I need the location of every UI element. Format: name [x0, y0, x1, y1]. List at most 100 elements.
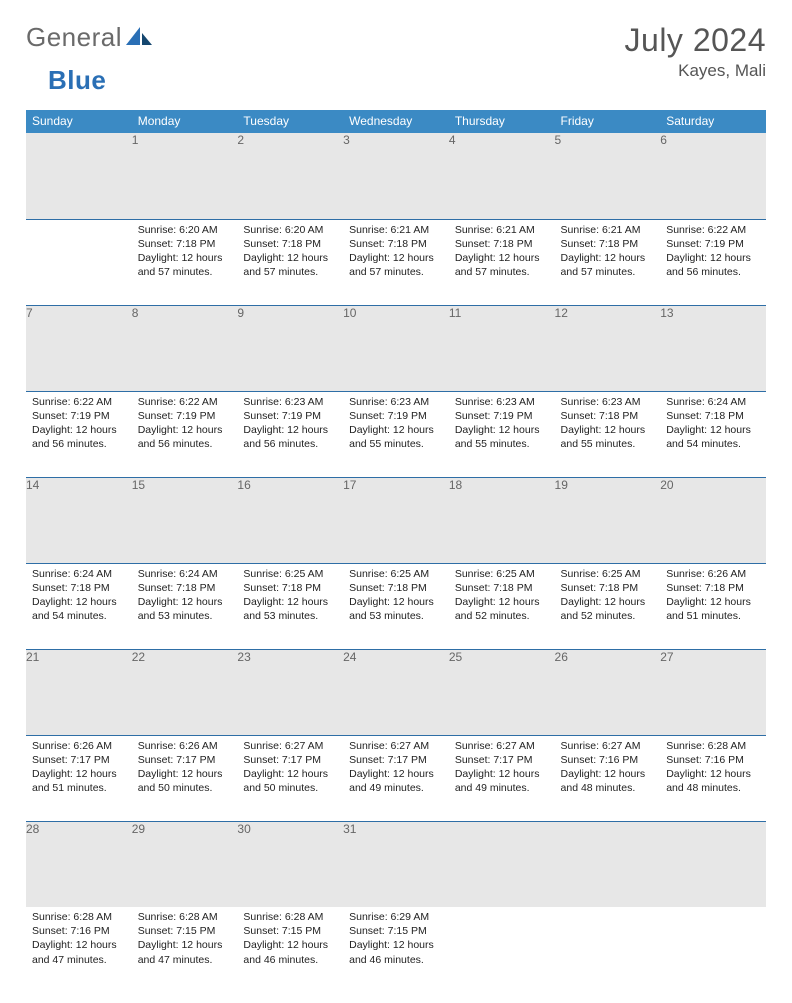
day-details: Sunrise: 6:25 AMSunset: 7:18 PMDaylight:… [449, 564, 555, 628]
col-header: Monday [132, 110, 238, 133]
day-number: 18 [449, 477, 555, 563]
day-details: Sunrise: 6:27 AMSunset: 7:16 PMDaylight:… [555, 736, 661, 800]
day-number: 29 [132, 821, 238, 907]
day-cell: Sunrise: 6:27 AMSunset: 7:16 PMDaylight:… [555, 735, 661, 821]
day-number: 16 [237, 477, 343, 563]
day-details: Sunrise: 6:23 AMSunset: 7:18 PMDaylight:… [555, 392, 661, 456]
day-cell: Sunrise: 6:23 AMSunset: 7:19 PMDaylight:… [449, 391, 555, 477]
day-number: 13 [660, 305, 766, 391]
day-number: 25 [449, 649, 555, 735]
title-month-year: July 2024 [625, 22, 766, 59]
day-number: 15 [132, 477, 238, 563]
day-details: Sunrise: 6:26 AMSunset: 7:17 PMDaylight:… [132, 736, 238, 800]
daynum-row: 21222324252627 [26, 649, 766, 735]
day-number: 30 [237, 821, 343, 907]
day-details: Sunrise: 6:25 AMSunset: 7:18 PMDaylight:… [555, 564, 661, 628]
day-number [26, 133, 132, 219]
col-header: Tuesday [237, 110, 343, 133]
day-details: Sunrise: 6:20 AMSunset: 7:18 PMDaylight:… [237, 220, 343, 284]
daynum-row: 78910111213 [26, 305, 766, 391]
day-cell: Sunrise: 6:28 AMSunset: 7:15 PMDaylight:… [237, 907, 343, 993]
day-details: Sunrise: 6:28 AMSunset: 7:16 PMDaylight:… [660, 736, 766, 800]
weekday-header-row: Sunday Monday Tuesday Wednesday Thursday… [26, 110, 766, 133]
col-header: Sunday [26, 110, 132, 133]
day-details: Sunrise: 6:22 AMSunset: 7:19 PMDaylight:… [132, 392, 238, 456]
day-details: Sunrise: 6:23 AMSunset: 7:19 PMDaylight:… [449, 392, 555, 456]
day-number [555, 821, 661, 907]
col-header: Friday [555, 110, 661, 133]
day-cell: Sunrise: 6:25 AMSunset: 7:18 PMDaylight:… [343, 563, 449, 649]
day-details: Sunrise: 6:22 AMSunset: 7:19 PMDaylight:… [660, 220, 766, 284]
day-number: 9 [237, 305, 343, 391]
day-cell: Sunrise: 6:25 AMSunset: 7:18 PMDaylight:… [237, 563, 343, 649]
day-number: 20 [660, 477, 766, 563]
day-details: Sunrise: 6:25 AMSunset: 7:18 PMDaylight:… [237, 564, 343, 628]
day-number: 28 [26, 821, 132, 907]
day-cell: Sunrise: 6:22 AMSunset: 7:19 PMDaylight:… [132, 391, 238, 477]
day-cell: Sunrise: 6:26 AMSunset: 7:17 PMDaylight:… [132, 735, 238, 821]
day-details: Sunrise: 6:23 AMSunset: 7:19 PMDaylight:… [343, 392, 449, 456]
day-details: Sunrise: 6:24 AMSunset: 7:18 PMDaylight:… [26, 564, 132, 628]
day-cell: Sunrise: 6:27 AMSunset: 7:17 PMDaylight:… [343, 735, 449, 821]
logo: General [26, 22, 154, 53]
day-body-row: Sunrise: 6:20 AMSunset: 7:18 PMDaylight:… [26, 219, 766, 305]
logo-text-blue: Blue [48, 65, 106, 96]
day-cell: Sunrise: 6:22 AMSunset: 7:19 PMDaylight:… [660, 219, 766, 305]
logo-text-general: General [26, 22, 122, 53]
day-details: Sunrise: 6:27 AMSunset: 7:17 PMDaylight:… [343, 736, 449, 800]
day-number: 24 [343, 649, 449, 735]
day-details: Sunrise: 6:24 AMSunset: 7:18 PMDaylight:… [132, 564, 238, 628]
day-number: 2 [237, 133, 343, 219]
day-details: Sunrise: 6:26 AMSunset: 7:18 PMDaylight:… [660, 564, 766, 628]
day-cell: Sunrise: 6:29 AMSunset: 7:15 PMDaylight:… [343, 907, 449, 993]
day-number: 3 [343, 133, 449, 219]
daynum-row: 123456 [26, 133, 766, 219]
day-number: 27 [660, 649, 766, 735]
day-cell: Sunrise: 6:24 AMSunset: 7:18 PMDaylight:… [660, 391, 766, 477]
day-cell: Sunrise: 6:24 AMSunset: 7:18 PMDaylight:… [132, 563, 238, 649]
day-details: Sunrise: 6:25 AMSunset: 7:18 PMDaylight:… [343, 564, 449, 628]
day-cell: Sunrise: 6:20 AMSunset: 7:18 PMDaylight:… [132, 219, 238, 305]
day-cell [26, 219, 132, 305]
day-number: 23 [237, 649, 343, 735]
day-number: 11 [449, 305, 555, 391]
daynum-row: 28293031 [26, 821, 766, 907]
day-cell: Sunrise: 6:24 AMSunset: 7:18 PMDaylight:… [26, 563, 132, 649]
day-number: 12 [555, 305, 661, 391]
calendar-week: 28293031 Sunrise: 6:28 AMSunset: 7:16 PM… [26, 821, 766, 993]
day-cell: Sunrise: 6:25 AMSunset: 7:18 PMDaylight:… [555, 563, 661, 649]
day-body-row: Sunrise: 6:28 AMSunset: 7:16 PMDaylight:… [26, 907, 766, 993]
day-cell: Sunrise: 6:26 AMSunset: 7:18 PMDaylight:… [660, 563, 766, 649]
day-details: Sunrise: 6:20 AMSunset: 7:18 PMDaylight:… [132, 220, 238, 284]
day-number [449, 821, 555, 907]
day-number: 5 [555, 133, 661, 219]
day-number: 14 [26, 477, 132, 563]
col-header: Wednesday [343, 110, 449, 133]
day-number: 7 [26, 305, 132, 391]
day-cell: Sunrise: 6:26 AMSunset: 7:17 PMDaylight:… [26, 735, 132, 821]
calendar-week: 123456Sunrise: 6:20 AMSunset: 7:18 PMDay… [26, 133, 766, 305]
day-cell: Sunrise: 6:22 AMSunset: 7:19 PMDaylight:… [26, 391, 132, 477]
day-details: Sunrise: 6:28 AMSunset: 7:15 PMDaylight:… [237, 907, 343, 971]
day-number: 8 [132, 305, 238, 391]
calendar-week: 14151617181920Sunrise: 6:24 AMSunset: 7:… [26, 477, 766, 649]
day-number: 22 [132, 649, 238, 735]
day-cell: Sunrise: 6:20 AMSunset: 7:18 PMDaylight:… [237, 219, 343, 305]
day-number: 1 [132, 133, 238, 219]
day-number: 10 [343, 305, 449, 391]
day-number: 31 [343, 821, 449, 907]
day-number: 4 [449, 133, 555, 219]
day-details: Sunrise: 6:26 AMSunset: 7:17 PMDaylight:… [26, 736, 132, 800]
day-details: Sunrise: 6:21 AMSunset: 7:18 PMDaylight:… [555, 220, 661, 284]
day-cell [660, 907, 766, 993]
day-details: Sunrise: 6:28 AMSunset: 7:15 PMDaylight:… [132, 907, 238, 971]
day-cell: Sunrise: 6:23 AMSunset: 7:18 PMDaylight:… [555, 391, 661, 477]
day-details: Sunrise: 6:24 AMSunset: 7:18 PMDaylight:… [660, 392, 766, 456]
day-cell [555, 907, 661, 993]
day-body-row: Sunrise: 6:26 AMSunset: 7:17 PMDaylight:… [26, 735, 766, 821]
day-number: 21 [26, 649, 132, 735]
day-details: Sunrise: 6:23 AMSunset: 7:19 PMDaylight:… [237, 392, 343, 456]
day-cell: Sunrise: 6:27 AMSunset: 7:17 PMDaylight:… [237, 735, 343, 821]
day-details: Sunrise: 6:27 AMSunset: 7:17 PMDaylight:… [237, 736, 343, 800]
day-details: Sunrise: 6:22 AMSunset: 7:19 PMDaylight:… [26, 392, 132, 456]
